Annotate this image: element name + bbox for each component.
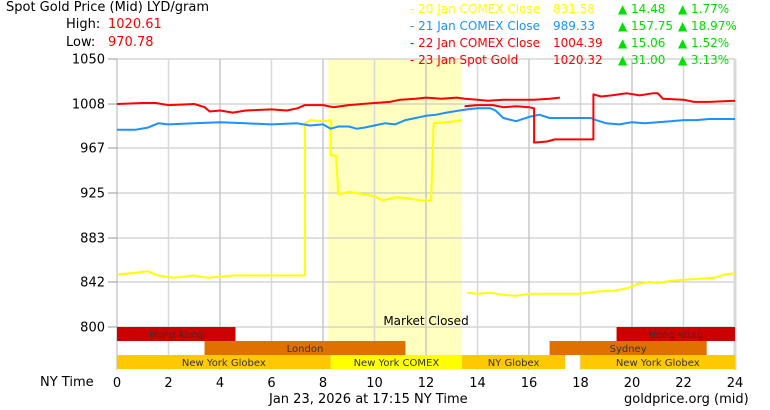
chart-grid — [116, 58, 737, 370]
legend-percent: ▲ 1.52% — [678, 36, 730, 50]
svg-text:925: 925 — [80, 187, 105, 202]
legend-price: 831.58 — [553, 2, 595, 16]
low-value: 970.78 — [108, 35, 154, 50]
low-label: Low: — [66, 35, 96, 50]
legend-change: ▲ 31.00 — [618, 53, 666, 67]
svg-text:4: 4 — [216, 376, 224, 391]
legend-percent: ▲ 3.13% — [678, 53, 730, 67]
svg-text:20: 20 — [624, 376, 641, 391]
svg-text:18: 18 — [572, 376, 589, 391]
market-closed-label: Market Closed — [383, 314, 468, 328]
legend-price: 1004.39 — [553, 36, 603, 50]
legend-change: ▲ 157.75 — [618, 19, 674, 33]
svg-text:New York Globex: New York Globex — [182, 358, 266, 369]
y-axis-ticks: 800 842 883 925 967 1008 1050 — [72, 53, 117, 336]
legend-row: - 22 Jan COMEX Close 1004.39 ▲ 15.06 ▲ 1.52… — [410, 36, 770, 52]
legend-row: - 21 Jan COMEX Close 989.33 ▲ 157.75 ▲ 18.9… — [410, 19, 770, 35]
svg-text:12: 12 — [418, 376, 435, 391]
legend-change: ▲ 14.48 — [618, 2, 666, 16]
source-label: goldprice.org (mid) — [624, 392, 749, 407]
svg-text:1050: 1050 — [72, 53, 105, 68]
svg-text:8: 8 — [319, 376, 327, 391]
chart-title: Spot Gold Price (Mid) LYD/gram — [6, 0, 209, 15]
svg-text:967: 967 — [80, 141, 105, 156]
svg-text:Hong Kong: Hong Kong — [649, 330, 703, 341]
svg-text:London: London — [287, 344, 324, 355]
svg-text:Hong Kong: Hong Kong — [149, 330, 203, 341]
legend-label: - 23 Jan Spot Gold — [410, 53, 519, 67]
x-axis-label: NY Time — [40, 375, 94, 390]
trading-sessions: Hong Kong Hong Kong London Sydney New York G… — [117, 327, 735, 369]
svg-text:New York COMEX: New York COMEX — [354, 358, 440, 369]
legend-price: 989.33 — [553, 19, 595, 33]
svg-text:14: 14 — [469, 376, 486, 391]
legend-price: 1020.32 — [553, 53, 603, 67]
svg-text:6: 6 — [267, 376, 275, 391]
legend-percent: ▲ 18.97% — [678, 19, 737, 33]
svg-text:Sydney: Sydney — [610, 344, 647, 355]
legend-row: - 23 Jan Spot Gold 1020.32 ▲ 31.00 ▲ 3.13% — [410, 53, 770, 69]
svg-text:0: 0 — [113, 376, 121, 391]
market-closed-shade — [328, 59, 463, 370]
svg-text:1008: 1008 — [72, 98, 105, 113]
svg-text:10: 10 — [366, 376, 383, 391]
high-label: High: — [66, 17, 101, 32]
svg-text:842: 842 — [80, 275, 105, 290]
svg-text:New York Globex: New York Globex — [616, 358, 700, 369]
legend-change: ▲ 15.06 — [618, 36, 666, 50]
legend-label: - 21 Jan COMEX Close — [410, 19, 541, 33]
legend-label: - 22 Jan COMEX Close — [410, 36, 541, 50]
price-series — [116, 92, 736, 297]
x-axis-ticks: 0 2 4 6 8 10 12 14 16 18 20 22 24 — [113, 376, 743, 391]
svg-text:24: 24 — [727, 376, 744, 391]
high-value: 1020.61 — [108, 17, 162, 32]
legend-row: - 20 Jan COMEX Close 831.58 ▲ 14.48 ▲ 1.77% — [410, 2, 770, 18]
svg-text:16: 16 — [521, 376, 538, 391]
timestamp: Jan 23, 2026 at 17:15 NY Time — [269, 392, 468, 407]
legend-label: - 20 Jan COMEX Close — [410, 2, 541, 16]
svg-text:800: 800 — [80, 321, 105, 336]
svg-text:NY Globex: NY Globex — [488, 358, 540, 369]
svg-text:2: 2 — [164, 376, 172, 391]
svg-text:883: 883 — [80, 232, 105, 247]
svg-text:22: 22 — [675, 376, 692, 391]
legend-percent: ▲ 1.77% — [678, 2, 730, 16]
